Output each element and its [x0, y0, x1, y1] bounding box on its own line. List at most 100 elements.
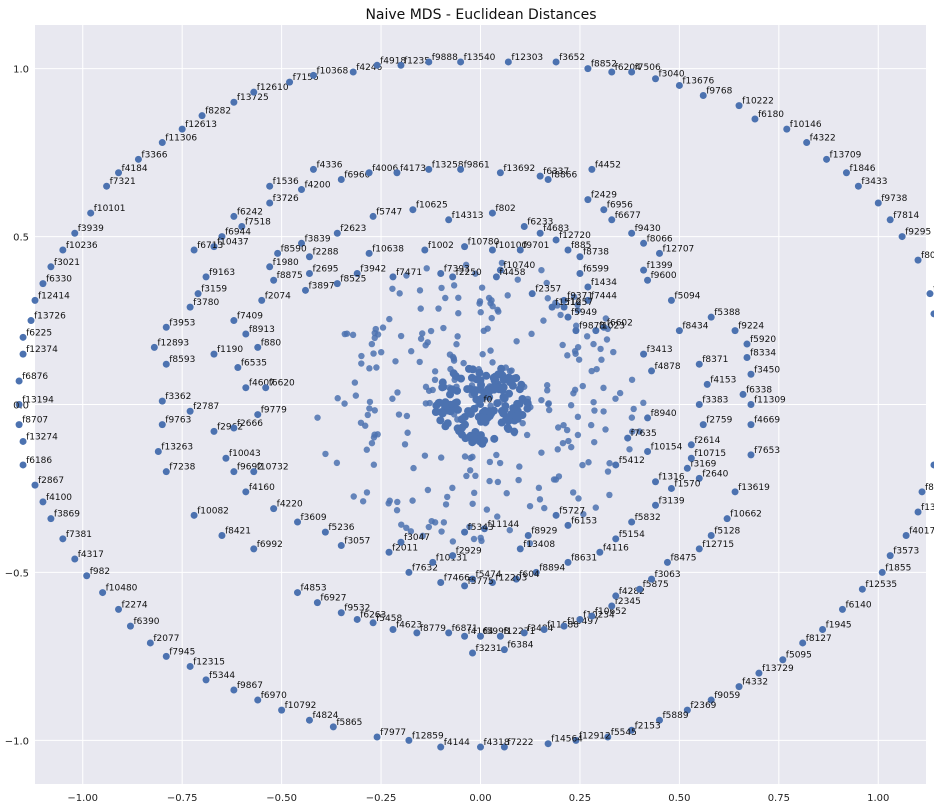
data-point: f4220	[270, 500, 303, 513]
cluster-point	[470, 535, 478, 543]
point-marker	[190, 511, 198, 519]
point-label: f10715	[694, 449, 726, 459]
data-point: f6599	[576, 265, 609, 278]
point-marker	[457, 165, 465, 173]
point-marker	[683, 706, 691, 714]
data-point: f10082	[190, 506, 229, 519]
cluster-point	[343, 330, 351, 337]
cluster-point	[407, 528, 415, 535]
data-point: f5474	[469, 570, 502, 583]
point-label: f7945	[169, 647, 195, 657]
point-marker	[294, 518, 302, 526]
point-label: f8593	[169, 355, 195, 365]
data-point: f4452	[588, 160, 621, 173]
cluster-point	[366, 398, 374, 406]
data-point: f9888	[425, 53, 458, 66]
point-marker	[695, 545, 703, 553]
data-point: f9371	[560, 291, 593, 304]
point-label: f7466	[444, 573, 470, 583]
x-tick-label: 0.00	[469, 793, 491, 804]
point-label: f9738	[881, 194, 907, 204]
cluster-point	[600, 408, 607, 415]
point-label: f802	[495, 204, 515, 214]
point-marker	[461, 632, 469, 640]
cluster-point	[389, 285, 396, 292]
point-marker	[930, 461, 934, 469]
point-label: f2250	[456, 268, 482, 278]
y-axis-ticks: 1.0 0.5 0.0 −0.5 −1.0	[5, 65, 29, 748]
data-point: f3383	[695, 396, 728, 408]
point-label: f5474	[476, 570, 502, 580]
cluster-point	[398, 521, 405, 528]
point-label: f3953	[169, 318, 195, 328]
cluster-point	[506, 526, 513, 534]
point-label: f5832	[635, 513, 661, 523]
point-label: f9779	[261, 406, 287, 416]
point-marker	[162, 468, 170, 476]
data-point: f5154	[612, 530, 645, 543]
data-point: f4144	[437, 738, 470, 751]
point-label: f7632	[412, 563, 438, 573]
cluster-point	[444, 493, 451, 501]
point-marker	[329, 723, 337, 731]
cluster-point	[552, 476, 560, 483]
data-point: f6338	[739, 385, 772, 398]
data-point: f10792	[278, 701, 316, 714]
data-point: f4006	[365, 164, 398, 177]
cluster-point	[403, 524, 410, 532]
point-marker	[333, 280, 341, 288]
cluster-point	[503, 423, 512, 432]
point-label: f1536	[273, 177, 299, 187]
data-point: f8525	[333, 275, 366, 288]
point-label: f7321	[110, 177, 136, 187]
data-point: f3942	[353, 265, 386, 278]
point-marker	[437, 578, 445, 586]
data-point: f12893	[150, 338, 189, 351]
point-label: f8940	[651, 409, 677, 419]
cluster-point	[469, 433, 478, 442]
point-marker	[675, 327, 683, 335]
point-marker	[695, 401, 703, 408]
cluster-point	[477, 534, 484, 541]
point-label: f9371	[567, 291, 593, 301]
point-label: f2929	[456, 547, 482, 557]
point-marker	[242, 330, 250, 338]
point-label: f10780	[468, 238, 500, 248]
cluster-point	[555, 424, 562, 431]
point-marker	[103, 182, 111, 190]
point-marker	[699, 421, 707, 429]
point-marker	[747, 370, 755, 378]
point-marker	[254, 411, 262, 419]
point-label: f9532	[344, 604, 370, 614]
point-marker	[707, 313, 715, 321]
point-marker	[242, 488, 250, 496]
point-marker	[365, 249, 373, 257]
data-point: f1945	[819, 621, 852, 634]
data-point: f12613	[178, 120, 217, 133]
point-label: f2077	[153, 634, 179, 644]
point-marker	[449, 552, 457, 560]
data-point: f885	[564, 241, 591, 254]
point-marker	[425, 165, 433, 173]
point-marker	[628, 68, 636, 76]
point-marker	[731, 327, 739, 335]
point-marker	[47, 263, 55, 271]
point-marker	[230, 424, 238, 432]
point-marker	[397, 538, 405, 546]
point-marker	[250, 545, 258, 553]
cluster-point	[453, 341, 460, 348]
point-marker	[31, 296, 39, 304]
cluster-point	[441, 422, 450, 431]
point-marker	[19, 350, 27, 358]
data-point: f10780	[461, 238, 500, 251]
point-label: f8525	[340, 275, 366, 285]
cluster-point	[404, 429, 411, 436]
point-label: f2666	[237, 419, 263, 429]
cluster-point	[479, 351, 486, 358]
point-marker	[628, 726, 636, 734]
point-marker	[496, 169, 504, 177]
cluster-point	[453, 405, 462, 414]
data-point: f8894	[532, 563, 566, 576]
point-label: f4006	[372, 164, 398, 174]
point-marker	[230, 686, 238, 694]
